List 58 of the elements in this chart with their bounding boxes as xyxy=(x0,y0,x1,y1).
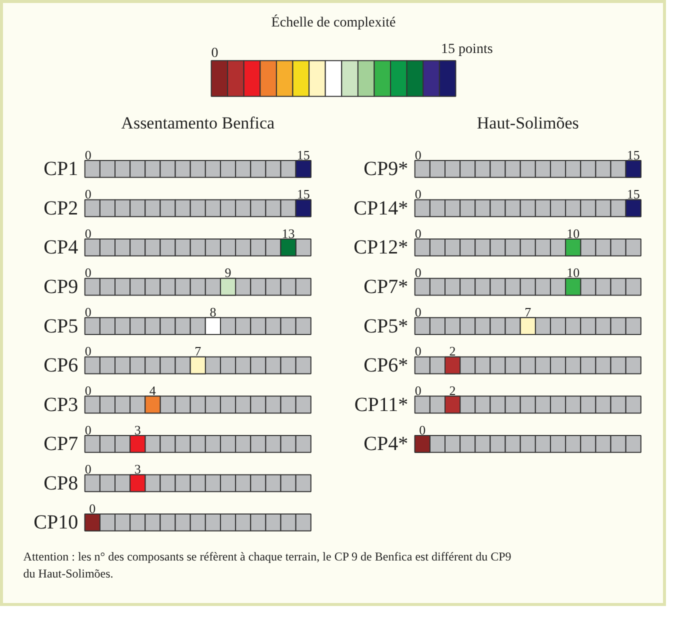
category-label: CP1 xyxy=(44,158,78,180)
data-label: 10 xyxy=(566,226,580,241)
data-label: 15 xyxy=(296,147,310,162)
text: 0 xyxy=(414,383,422,398)
category-label: CP10 xyxy=(34,512,78,534)
data-label: 3 xyxy=(134,422,141,438)
color-bar-title: Échelle de complexité xyxy=(271,13,396,30)
text: 0 xyxy=(414,265,422,280)
text: 0 xyxy=(84,147,92,162)
category-label: CP9 xyxy=(44,276,78,298)
category-label: CP11* xyxy=(354,394,408,416)
category-label: CP7 xyxy=(44,433,78,456)
category-label: CP5* xyxy=(364,315,408,338)
category-label: CP3 xyxy=(44,394,78,416)
data-label: 4 xyxy=(149,383,156,398)
category-label: CP4* xyxy=(364,433,408,456)
data-label: 15 xyxy=(626,186,640,202)
text: 15 points xyxy=(441,42,493,58)
data-label: 0 xyxy=(419,422,426,438)
category-label: CP8 xyxy=(44,472,78,494)
text: 0 xyxy=(84,226,92,241)
data-label: 15 xyxy=(626,147,640,162)
text: 0 xyxy=(414,344,422,359)
text: 0 xyxy=(84,344,92,359)
category-label: CP6 xyxy=(44,354,78,377)
data-label: 9 xyxy=(224,265,232,280)
text: 0 xyxy=(84,462,92,477)
data-label: 2 xyxy=(449,383,456,398)
data-label: 7 xyxy=(524,304,532,320)
data-label: 8 xyxy=(210,304,216,320)
text: 0 xyxy=(414,304,422,320)
data-label: 7 xyxy=(194,344,202,359)
text: 0 xyxy=(414,226,422,241)
data-label: 3 xyxy=(134,462,141,477)
category-label: CP9* xyxy=(364,158,408,180)
category-label: CP4 xyxy=(44,236,78,259)
category-label: CP12* xyxy=(354,236,408,259)
text: 0 xyxy=(84,422,92,438)
data-label: 15 xyxy=(296,186,310,202)
text: 0 xyxy=(414,186,422,202)
data-label: 2 xyxy=(449,344,456,359)
text: Assentamento Benfica xyxy=(121,114,276,133)
data-label: 0 xyxy=(89,500,96,516)
category-label: CP7* xyxy=(364,276,408,298)
text: Attention : les n° des composants se réfèrent à chaque terrain, le CP 9 de Benfica est différent du CP9 du Haut-Solimões. xyxy=(23,550,512,580)
text: 0 xyxy=(84,304,92,320)
category-label: CP14* xyxy=(354,197,408,220)
data-label: 10 xyxy=(566,265,580,280)
text: 0 xyxy=(414,147,422,162)
category-label: CP2 xyxy=(44,197,78,220)
data-label: 13 xyxy=(282,226,295,241)
text: 0 xyxy=(84,383,92,398)
category-label: CP6* xyxy=(364,354,408,377)
text: 0 xyxy=(211,46,218,62)
text: 0 xyxy=(84,265,92,280)
text: Haut-Solimões xyxy=(476,114,579,133)
category-label: CP5 xyxy=(44,315,78,338)
text: 0 xyxy=(84,186,92,202)
